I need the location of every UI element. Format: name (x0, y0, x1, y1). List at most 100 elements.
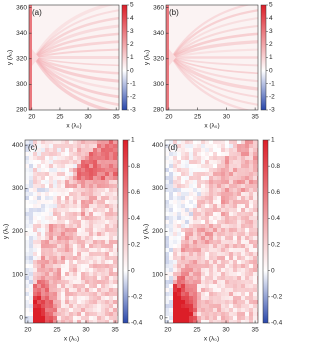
heatmap-cell (213, 252, 217, 256)
heatmap-cell (57, 160, 61, 164)
heatmap-cell (57, 156, 61, 160)
heatmap-cell (189, 268, 193, 272)
heatmap-cell (253, 236, 257, 240)
heatmap-cell (217, 216, 221, 220)
heatmap-cell (209, 144, 213, 148)
heatmap-cell (221, 156, 225, 160)
heatmap-cell (213, 236, 217, 240)
heatmap-cell (53, 140, 57, 144)
heatmap-cell (25, 232, 29, 236)
heatmap-cell (93, 300, 97, 304)
heatmap-cell (249, 320, 253, 323)
heatmap-cell (205, 288, 209, 292)
heatmap-cell (245, 272, 249, 276)
heatmap-cell (29, 248, 33, 252)
heatmap-cell (117, 256, 118, 260)
heatmap-cell (209, 284, 213, 288)
heatmap-cell (201, 152, 205, 156)
heatmap (165, 140, 258, 323)
heatmap-cell (33, 284, 37, 288)
heatmap-cell (221, 148, 225, 152)
heatmap-cell (101, 176, 105, 180)
heatmap-cell (29, 176, 33, 180)
heatmap-cell (221, 228, 225, 232)
heatmap-cell (173, 280, 177, 284)
heatmap-cell (221, 204, 225, 208)
heatmap-cell (165, 312, 169, 316)
heatmap-cell (237, 264, 241, 268)
heatmap-cell (189, 292, 193, 296)
heatmap-cell (57, 272, 61, 276)
heatmap-cell (65, 264, 69, 268)
heatmap-cell (29, 168, 33, 172)
heatmap-cell (173, 208, 177, 212)
heatmap-cell (77, 296, 81, 300)
heatmap-cell (173, 240, 177, 244)
heatmap-cell (69, 204, 73, 208)
heatmap-cell (233, 280, 237, 284)
heatmap-cell (105, 212, 109, 216)
heatmap-cell (49, 308, 53, 312)
heatmap-cell (249, 284, 253, 288)
heatmap-cell (29, 312, 33, 316)
heatmap-cell (41, 160, 45, 164)
heatmap-cell (253, 284, 257, 288)
heatmap-cell (45, 160, 49, 164)
heatmap-cell (85, 304, 89, 308)
heatmap-cell (213, 204, 217, 208)
heatmap-cell (101, 280, 105, 284)
heatmap-cell (165, 320, 169, 323)
heatmap-cell (69, 172, 73, 176)
heatmap-cell (73, 176, 77, 180)
heatmap-cell (217, 252, 221, 256)
x-axis-label: x (λ₀) (64, 336, 79, 343)
heatmap-cell (189, 236, 193, 240)
heatmap-cell (97, 140, 101, 144)
heatmap-cell (249, 140, 253, 144)
heatmap-cell (97, 244, 101, 248)
heatmap-cell (177, 208, 181, 212)
heatmap-cell (177, 228, 181, 232)
heatmap-cell (213, 312, 217, 316)
heatmap-cell (97, 156, 101, 160)
heatmap-cell (197, 180, 201, 184)
heatmap-cell (117, 236, 118, 240)
heatmap-cell (57, 320, 61, 323)
heatmap-cell (65, 296, 69, 300)
heatmap-cell (25, 240, 29, 244)
heatmap-cell (113, 240, 117, 244)
heatmap-cell (245, 320, 249, 323)
x-tick-label: 30 (84, 114, 92, 121)
heatmap-cell (165, 224, 169, 228)
heatmap-cell (81, 312, 85, 316)
heatmap-cell (113, 160, 117, 164)
heatmap-cell (81, 288, 85, 292)
heatmap-cell (193, 288, 197, 292)
heatmap-cell (37, 240, 41, 244)
heatmap-cell (29, 256, 33, 260)
heatmap-cell (37, 248, 41, 252)
heatmap-cell (237, 232, 241, 236)
heatmap-cell (89, 300, 93, 304)
heatmap-cell (237, 188, 241, 192)
heatmap-cell (81, 248, 85, 252)
heatmap-cell (93, 308, 97, 312)
heatmap-cell (97, 292, 101, 296)
heatmap-cell (29, 224, 33, 228)
heatmap-cell (177, 244, 181, 248)
heatmap-cell (213, 232, 217, 236)
heatmap-cell (201, 292, 205, 296)
heatmap-cell (53, 212, 57, 216)
streak (33, 24, 119, 59)
heatmap-cell (89, 224, 93, 228)
heatmap-cell (105, 316, 109, 320)
heatmap-cell (249, 200, 253, 204)
heatmap-cell (73, 276, 77, 280)
heatmap-cell (177, 188, 181, 192)
x-tick-label: 25 (53, 327, 61, 334)
heatmap-cell (217, 220, 221, 224)
heatmap-cell (169, 288, 173, 292)
heatmap-cell (41, 228, 45, 232)
heatmap-cell (105, 160, 109, 164)
heatmap-cell (77, 244, 81, 248)
